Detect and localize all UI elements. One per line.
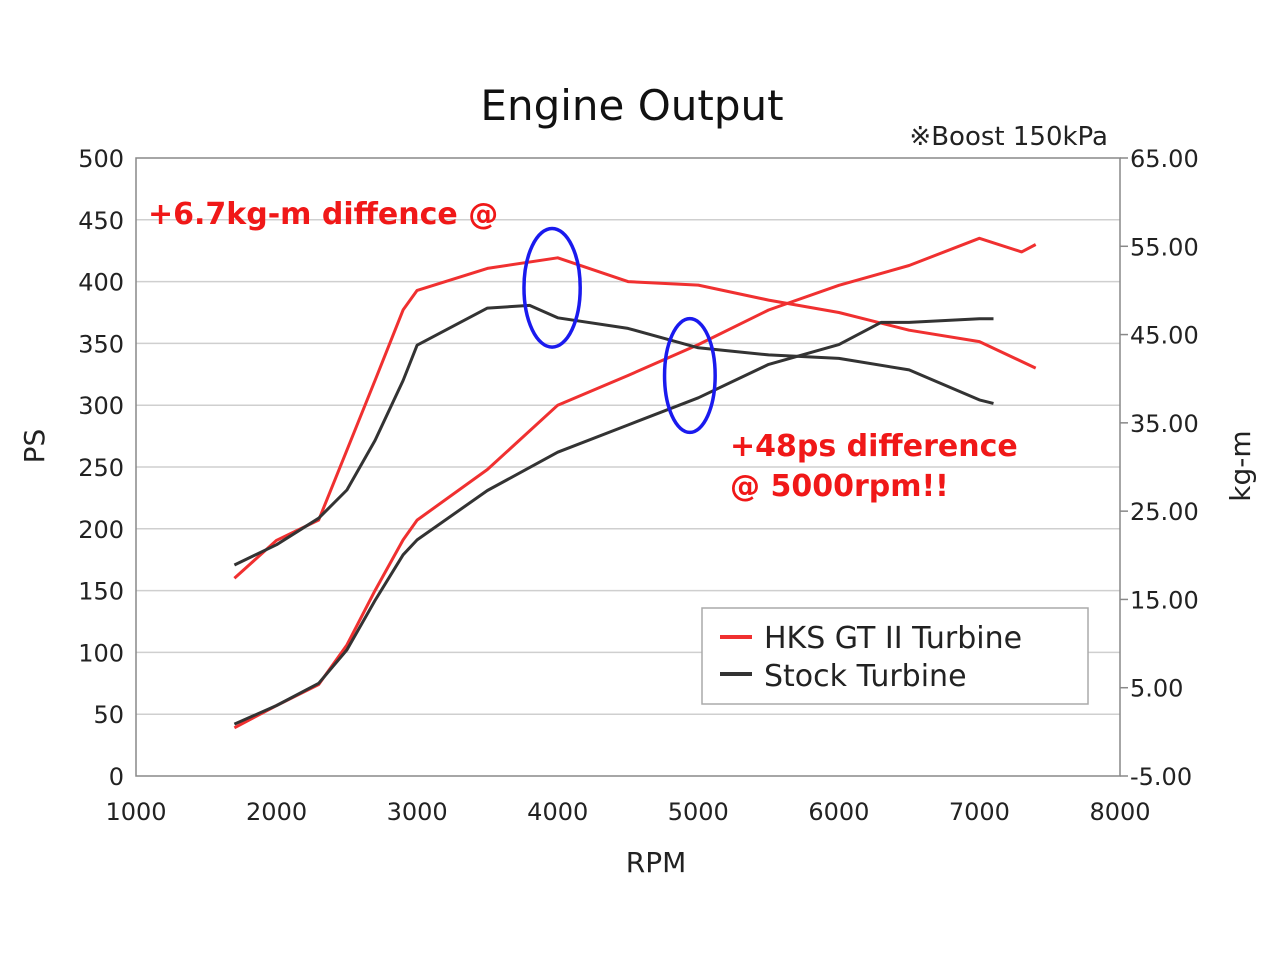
y-tick-label: 50	[93, 701, 124, 729]
y-tick-label: 350	[78, 330, 124, 358]
legend: HKS GT II Turbine Stock Turbine	[701, 607, 1089, 705]
series-lines	[233, 236, 1037, 730]
y2-axis-label: kg-m	[1224, 430, 1257, 501]
y2-tick-label: 15.00	[1130, 586, 1199, 614]
x-tick-label: 4000	[527, 798, 588, 826]
tick-labels: 0 50 100 150 200 250 300 350 400 450 500 1000 2000 30…	[78, 145, 1199, 826]
series-line-stock-torque	[233, 303, 994, 567]
y-tick-label: 300	[78, 392, 124, 420]
y2-tick-label: -5.00	[1130, 763, 1192, 791]
x-tick-label: 7000	[949, 798, 1010, 826]
chart-title: Engine Output	[480, 81, 783, 130]
y2-tick-label: 5.00	[1130, 675, 1183, 703]
y-tick-label: 400	[78, 269, 124, 297]
y-tick-label: 250	[78, 454, 124, 482]
y-tick-label: 200	[78, 516, 124, 544]
y2-tick-label: 25.00	[1130, 498, 1199, 526]
plot-frame	[135, 157, 1121, 777]
x-axis-label: RPM	[626, 846, 687, 879]
y2-tick-label: 55.00	[1130, 233, 1199, 261]
chart-subtitle: ※Boost 150kPa	[909, 122, 1108, 152]
x-tick-label: 6000	[808, 798, 869, 826]
highlight-ellipses	[522, 226, 717, 435]
y-axis-label: PS	[18, 429, 51, 464]
y2-tick-label: 35.00	[1130, 410, 1199, 438]
y-tick-label: 0	[109, 763, 124, 791]
y-tick-label: 100	[78, 639, 124, 667]
x-tick-label: 1000	[105, 798, 166, 826]
legend-box	[701, 607, 1089, 705]
legend-label-stock: Stock Turbine	[764, 659, 967, 694]
series-line-hks-power	[233, 236, 1037, 730]
power-annotation-line1: +48ps difference	[730, 429, 1018, 464]
series-line-hks-torque	[233, 256, 1037, 580]
highlight-ellipse	[662, 316, 717, 435]
y2-tick-label: 65.00	[1130, 145, 1199, 173]
y-tick-label: 500	[78, 145, 124, 173]
x-tick-label: 2000	[246, 798, 307, 826]
y2-tick-label: 45.00	[1130, 322, 1199, 350]
legend-label-hks: HKS GT II Turbine	[764, 621, 1022, 656]
power-annotation-line2: @ 5000rpm!!	[730, 469, 949, 504]
highlight-ellipse	[522, 226, 582, 349]
y-tick-label: 450	[78, 207, 124, 235]
x-tick-label: 3000	[387, 798, 448, 826]
torque-annotation: +6.7kg-m diffence @	[148, 197, 498, 232]
x-tick-label: 8000	[1089, 798, 1150, 826]
series-line-stock-power	[233, 317, 994, 726]
x-tick-label: 5000	[668, 798, 729, 826]
y-tick-label: 150	[78, 578, 124, 606]
